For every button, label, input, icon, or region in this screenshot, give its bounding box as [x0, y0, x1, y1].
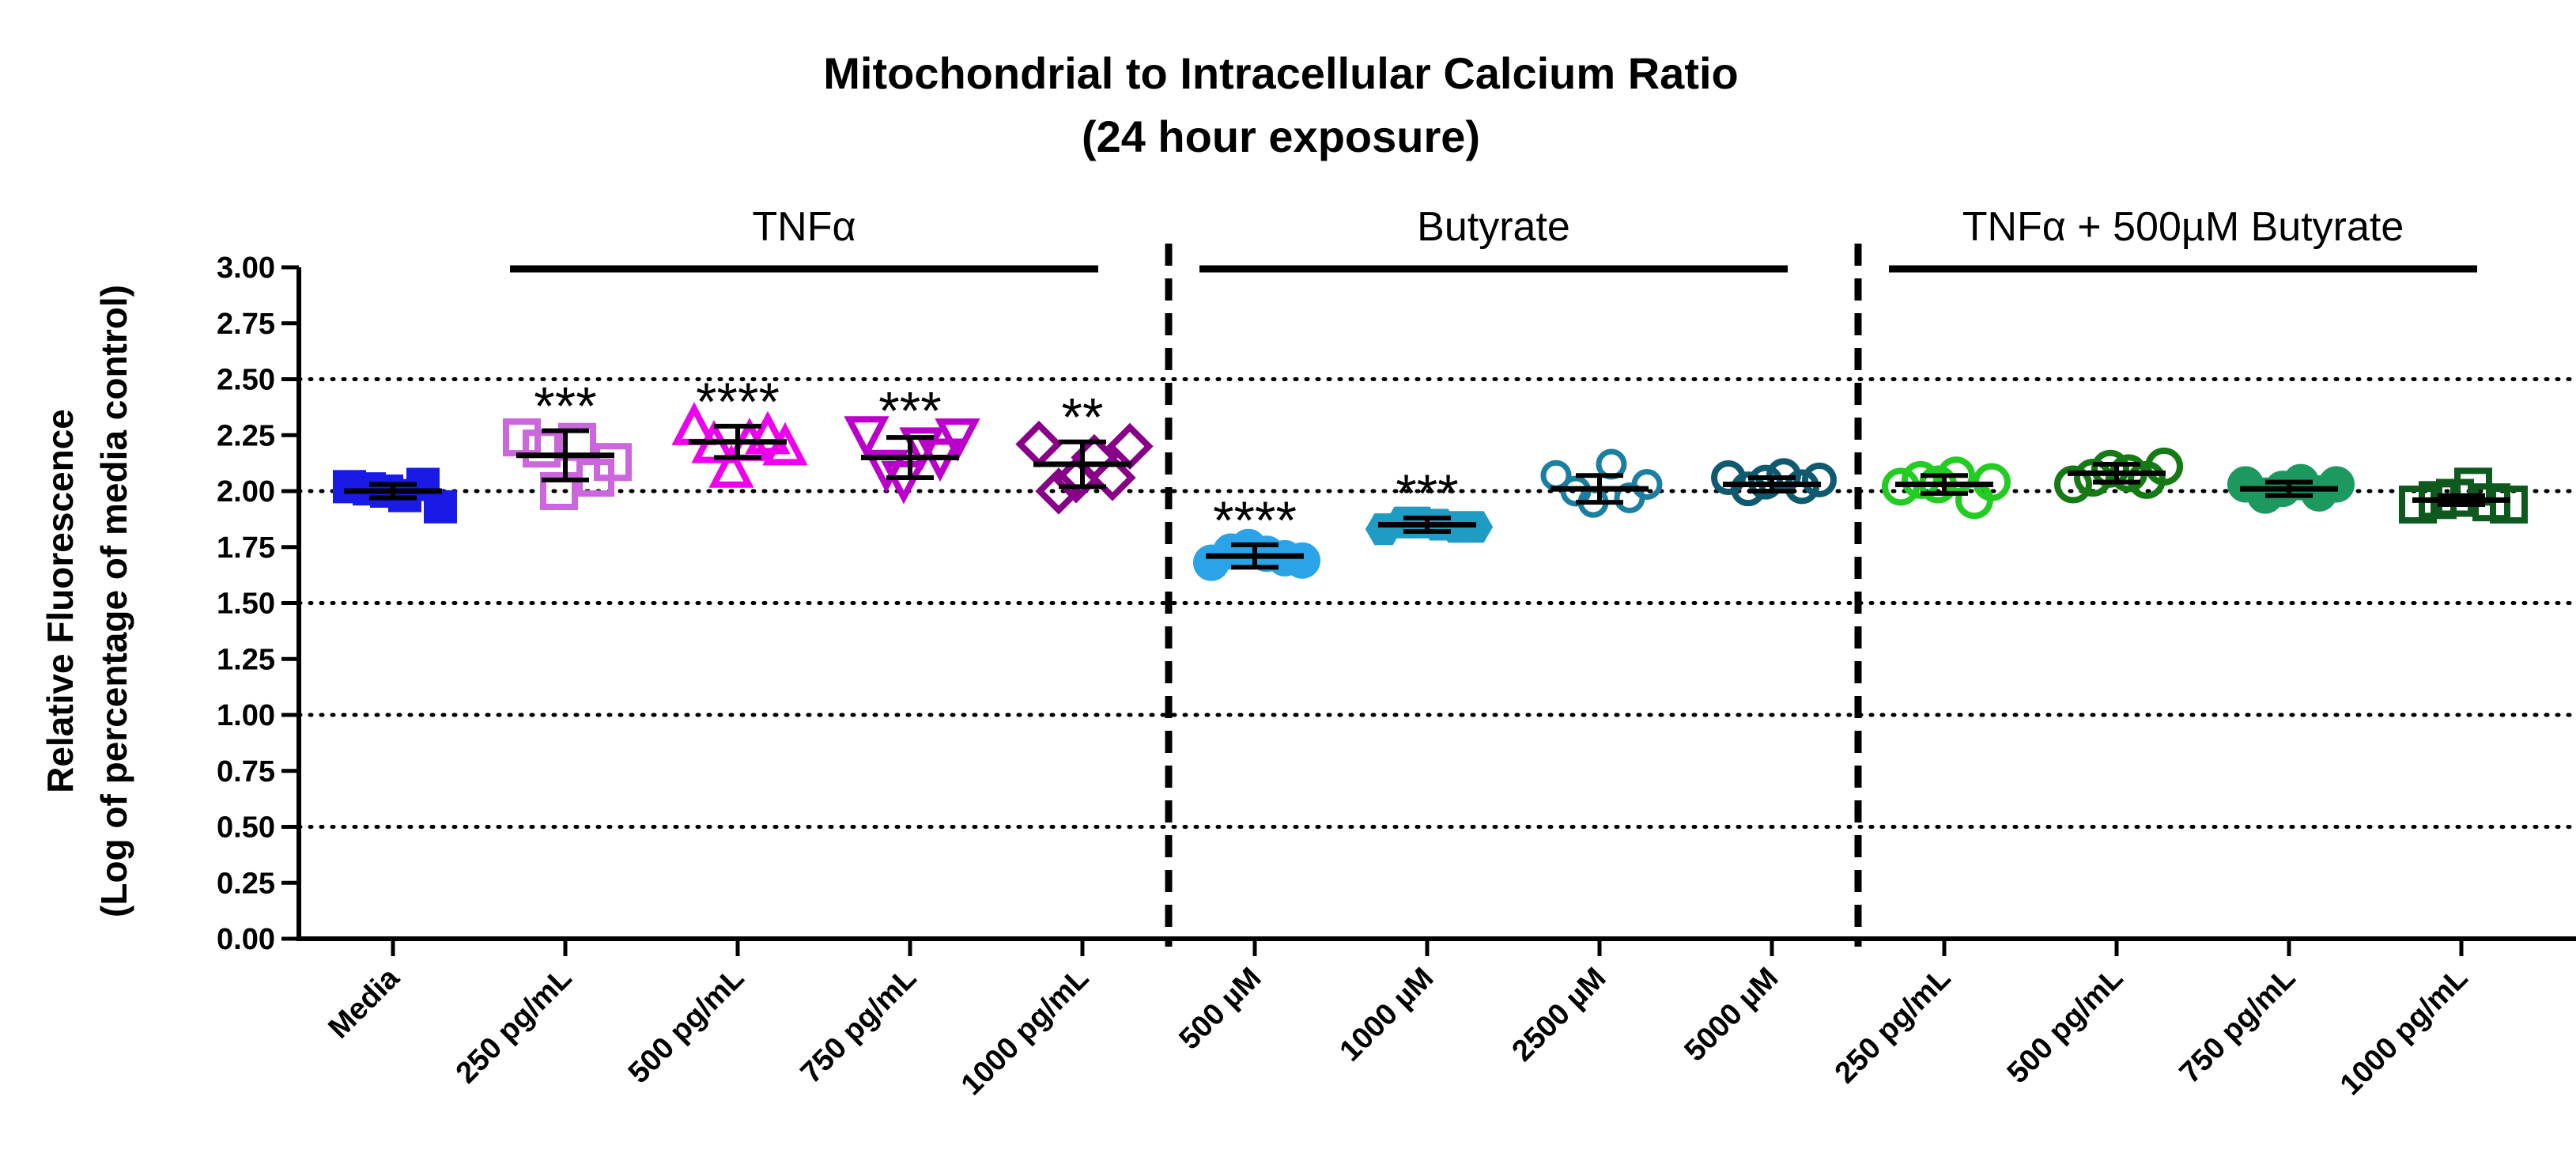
data-point — [523, 429, 561, 468]
data-point — [2091, 449, 2129, 488]
x-tick-label: 250 pg/mL — [450, 962, 579, 1091]
x-tick-label: 2500 µM — [1506, 962, 1613, 1068]
data-point — [2490, 485, 2528, 524]
chart-title: Mitochondrial to Intracellular Calcium R… — [823, 48, 1739, 98]
y-tick-label: 0.50 — [217, 811, 275, 845]
data-point — [2145, 447, 2183, 486]
significance-label: *** — [878, 380, 941, 441]
x-tick-label: 1000 pg/mL — [955, 962, 1096, 1102]
significance-label: **** — [696, 372, 780, 432]
significance-label: *** — [1396, 463, 1458, 524]
y-tick-label: 1.75 — [217, 531, 275, 565]
y-tick-label: 0.75 — [217, 755, 275, 788]
y-axis-label-line2: (Log of percentage of media control) — [93, 285, 134, 917]
data-point — [2054, 465, 2092, 504]
series-group — [333, 467, 457, 524]
chart-subtitle: (24 hour exposure) — [1082, 112, 1480, 161]
series-group: **** — [671, 372, 808, 488]
data-point — [881, 460, 927, 505]
x-tick-label: Media — [323, 961, 406, 1045]
group-label: TNFα + 500µM Butyrate — [1962, 204, 2404, 250]
x-tick-label: 500 pg/mL — [622, 962, 751, 1091]
data-point — [1284, 542, 1320, 579]
data-point — [2399, 485, 2437, 524]
series-group: *** — [503, 376, 632, 510]
data-point — [762, 422, 808, 466]
y-tick-label: 2.50 — [217, 364, 275, 397]
series-group — [2399, 467, 2528, 524]
data-point — [844, 416, 890, 459]
y-tick-label: 3.00 — [217, 251, 275, 285]
data-point — [745, 410, 791, 455]
data-point — [863, 449, 909, 493]
data-point — [1802, 462, 1837, 497]
group-label: Butyrate — [1417, 204, 1570, 250]
x-tick-label: 1000 pg/mL — [2334, 962, 2475, 1102]
data-point — [1089, 454, 1136, 501]
group-label: TNFα — [752, 204, 856, 250]
significance-label: *** — [534, 376, 596, 437]
data-point — [503, 418, 541, 457]
data-point — [2318, 466, 2355, 503]
y-tick-label: 1.50 — [217, 588, 275, 621]
y-tick-label: 0.25 — [217, 867, 275, 900]
y-tick-label: 2.25 — [217, 419, 275, 452]
y-tick-label: 1.25 — [217, 643, 275, 676]
data-point — [424, 490, 457, 524]
x-tick-label: 750 pg/mL — [2174, 962, 2302, 1091]
significance-label: ** — [1062, 388, 1104, 448]
x-tick-label: 1000 µM — [1334, 962, 1441, 1068]
series-group: *** — [1365, 463, 1494, 546]
data-point — [935, 418, 980, 462]
series-group — [2054, 447, 2183, 504]
x-tick-label: 250 pg/mL — [1829, 962, 1958, 1091]
x-tick-label: 500 pg/mL — [2001, 962, 2130, 1091]
series-group: *** — [844, 380, 980, 505]
y-tick-label: 0.00 — [217, 923, 275, 956]
y-tick-label: 2.75 — [217, 308, 275, 341]
y-axis-label-line1: Relative Fluorescence — [40, 409, 81, 793]
series-group: ** — [1015, 388, 1154, 515]
data-point — [1631, 469, 1663, 501]
data-point — [708, 444, 754, 488]
data-point — [899, 427, 945, 471]
series-group — [2227, 463, 2355, 514]
series-group: **** — [1193, 490, 1320, 581]
y-tick-label: 2.00 — [217, 475, 275, 509]
data-point — [1902, 460, 1940, 499]
x-tick-label: 5000 µM — [1679, 962, 1785, 1068]
y-tick-label: 1.00 — [217, 699, 275, 732]
data-point — [594, 443, 632, 482]
series-group — [1882, 456, 2011, 520]
x-tick-label: 500 µM — [1173, 962, 1267, 1057]
significance-label: **** — [1213, 490, 1297, 550]
x-tick-label: 750 pg/mL — [795, 962, 924, 1091]
series-group — [1711, 458, 1837, 507]
data-point — [1015, 420, 1063, 468]
series-group — [1540, 448, 1663, 518]
data-point — [540, 472, 578, 510]
